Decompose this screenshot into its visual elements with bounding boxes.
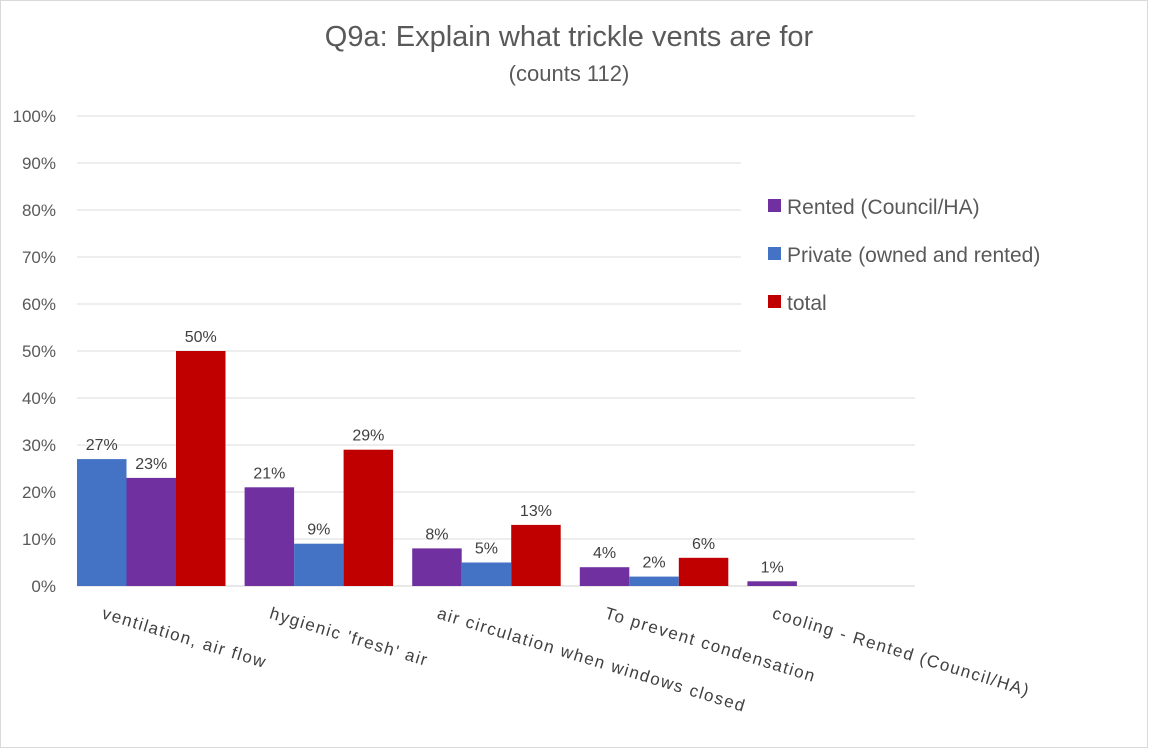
- x-tick-label: air circulation when windows closed: [435, 604, 748, 716]
- y-tick-label: 30%: [22, 436, 56, 455]
- bar: [244, 487, 295, 586]
- data-label: 13%: [520, 503, 552, 520]
- y-tick-label: 90%: [22, 154, 56, 173]
- bar: [511, 524, 561, 586]
- y-tick-label: 100%: [13, 107, 56, 126]
- bar: [629, 576, 679, 586]
- chart-subtitle: (counts 112): [509, 61, 630, 86]
- chart-title: Q9a: Explain what trickle vents are for: [325, 21, 814, 53]
- data-label: 5%: [475, 541, 498, 558]
- legend-label: Private (owned and rented): [787, 244, 1040, 267]
- data-label: 9%: [307, 522, 330, 539]
- bar: [176, 351, 226, 586]
- data-label: 8%: [425, 526, 448, 543]
- data-label: 4%: [593, 545, 616, 562]
- legend: Rented (Council/HA) Private (owned and re…: [768, 196, 1040, 315]
- bar: [343, 449, 394, 586]
- x-tick-label: ventilation, air flow: [100, 604, 269, 672]
- y-tick-label: 50%: [22, 342, 56, 361]
- y-tick-label: 40%: [22, 389, 56, 408]
- y-tick-label: 60%: [22, 295, 56, 314]
- legend-swatch: [768, 295, 781, 308]
- data-label: 6%: [692, 536, 715, 553]
- bar: [579, 567, 630, 586]
- y-tick-label: 80%: [22, 201, 56, 220]
- data-label: 27%: [86, 437, 118, 454]
- data-label: 23%: [135, 456, 167, 473]
- x-tick-label: cooling - Rented (Council/HA): [770, 604, 1032, 701]
- data-label: 50%: [185, 329, 217, 346]
- y-axis: 0% 10% 20% 30% 40% 50% 60% 70% 80% 90% 100%: [13, 107, 56, 596]
- bars: [77, 351, 797, 586]
- legend-swatch: [768, 199, 781, 212]
- y-tick-label: 70%: [22, 248, 56, 267]
- bar: [747, 581, 797, 586]
- data-label: 21%: [253, 465, 285, 482]
- legend-swatch: [768, 247, 781, 260]
- bar: [412, 548, 462, 586]
- x-tick-label: hygienic 'fresh' air: [267, 604, 430, 670]
- y-tick-label: 20%: [22, 483, 56, 502]
- bar: [461, 562, 512, 586]
- bar: [126, 477, 176, 586]
- bar: [77, 459, 127, 586]
- bar: [678, 557, 729, 586]
- legend-label: total: [787, 292, 827, 315]
- bar: [294, 543, 344, 586]
- data-labels: 27% 23% 50% 21% 9% 29% 8% 5% 13% 4% 2% 6% 1%: [86, 329, 784, 576]
- legend-label: Rented (Council/HA): [787, 196, 980, 219]
- data-label: 2%: [642, 555, 665, 572]
- data-label: 1%: [761, 559, 784, 576]
- y-tick-label: 0%: [31, 577, 56, 596]
- y-tick-label: 10%: [22, 530, 56, 549]
- data-label: 29%: [352, 428, 384, 445]
